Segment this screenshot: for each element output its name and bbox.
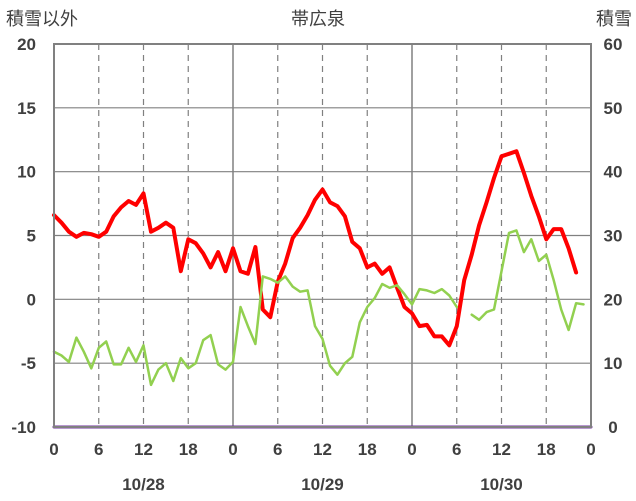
x-tick-label: 0 bbox=[586, 440, 595, 459]
y-left-tick-label: 15 bbox=[17, 99, 36, 118]
grid-lines bbox=[54, 44, 591, 427]
x-tick-label: 12 bbox=[134, 440, 153, 459]
x-tick-label: 18 bbox=[358, 440, 377, 459]
y-right-tick-label: 0 bbox=[608, 418, 617, 437]
y-right-tick-label: 50 bbox=[604, 99, 623, 118]
date-labels: 10/28 10/29 10/30 bbox=[122, 475, 523, 494]
x-tick-label: 6 bbox=[273, 440, 282, 459]
y-right-tick-label: 30 bbox=[604, 227, 623, 246]
x-tick-label: 18 bbox=[179, 440, 198, 459]
x-tick-label: 0 bbox=[407, 440, 416, 459]
x-ticks: 0 6 12 18 0 6 12 18 0 6 12 18 0 bbox=[49, 440, 595, 459]
x-tick-label: 18 bbox=[537, 440, 556, 459]
y-right-tick-label: 60 bbox=[604, 35, 623, 54]
y-right-tick-label: 10 bbox=[604, 354, 623, 373]
x-tick-label: 0 bbox=[49, 440, 58, 459]
x-tick-label: 6 bbox=[94, 440, 103, 459]
y-right-tick-label: 40 bbox=[604, 163, 623, 182]
y-left-tick-label: 10 bbox=[17, 163, 36, 182]
x-tick-label: 0 bbox=[228, 440, 237, 459]
date-label: 10/30 bbox=[480, 475, 523, 494]
x-tick-label: 12 bbox=[313, 440, 332, 459]
series-2-line bbox=[470, 229, 585, 332]
chart-title: 帯広泉 bbox=[291, 9, 345, 30]
y-left-tick-label: -10 bbox=[11, 418, 36, 437]
x-tick-label: 6 bbox=[452, 440, 461, 459]
plot-border bbox=[53, 43, 592, 428]
y-right-tick-label: 20 bbox=[604, 290, 623, 309]
y-left-ticks: 20 15 10 5 0 -5 -10 bbox=[11, 35, 36, 437]
y-left-tick-label: -5 bbox=[21, 354, 36, 373]
left-axis-label: 積雪以外 bbox=[6, 9, 78, 30]
series-1-line bbox=[52, 149, 579, 348]
y-left-tick-label: 5 bbox=[27, 227, 36, 246]
right-axis-label: 積雪 bbox=[596, 9, 632, 30]
x-tick-label: 12 bbox=[492, 440, 511, 459]
date-label: 10/28 bbox=[122, 475, 165, 494]
series-2-line bbox=[52, 275, 459, 387]
plot-frame bbox=[53, 43, 592, 428]
y-left-tick-label: 0 bbox=[27, 290, 36, 309]
date-label: 10/29 bbox=[301, 475, 344, 494]
y-right-ticks: 60 50 40 30 20 10 0 bbox=[604, 35, 623, 437]
y-left-tick-label: 20 bbox=[17, 35, 36, 54]
